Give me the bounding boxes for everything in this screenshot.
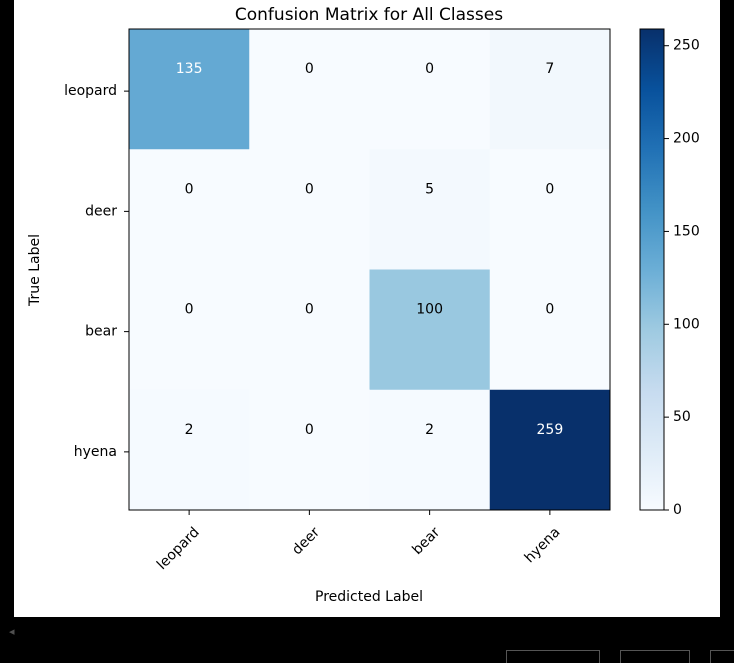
cell-value-label: 259 <box>537 422 564 438</box>
cell-value-label: 2 <box>185 422 194 438</box>
cell-value-label: 0 <box>305 61 314 77</box>
scroll-left-arrow-icon[interactable]: ◂ <box>9 625 15 638</box>
heatmap-cell <box>369 389 491 511</box>
confusion-matrix-chart: Confusion Matrix for All Classes 135 0 0 7 0… <box>27 5 700 605</box>
heatmap-cell <box>249 29 370 150</box>
colorbar-tick-label: 200 <box>673 131 700 147</box>
heatmap-cell <box>489 269 611 391</box>
colorbar-tick-label: 50 <box>673 409 691 425</box>
heatmap-cell <box>249 149 370 270</box>
y-tick-label: hyena <box>74 444 117 460</box>
cell-value-label: 0 <box>185 181 194 197</box>
cell-value-label: 100 <box>416 302 443 318</box>
x-tick-label: deer <box>289 524 323 558</box>
colorbar-tick-label: 100 <box>673 316 700 332</box>
plot-frame <box>128 28 611 511</box>
heatmap-cell <box>129 29 250 150</box>
y-axis-label: True Label <box>27 234 43 307</box>
x-tick-label: bear <box>409 524 443 558</box>
heatmap-cell <box>489 29 611 150</box>
heatmap-cell <box>129 149 250 270</box>
heatmap-cell <box>129 269 250 391</box>
y-tick-label: bear <box>85 324 117 340</box>
heatmap-cell <box>369 149 491 270</box>
y-tick-label: deer <box>85 203 117 219</box>
cell-value-label: 0 <box>425 61 434 77</box>
heatmap-cell <box>489 389 611 511</box>
cell-value-label: 135 <box>176 61 203 77</box>
colorbar-tick-label: 150 <box>673 223 700 239</box>
cell-value-label: 2 <box>425 422 434 438</box>
heatmap-cell <box>129 389 250 511</box>
heatmap-cell <box>249 389 370 511</box>
colorbar-ticks: 0 50 100 150 200 250 <box>664 38 700 518</box>
heatmap-cell <box>249 269 370 391</box>
cell-value-labels: 135 0 0 7 0 0 5 0 0 0 100 0 2 0 2 259 <box>176 61 563 438</box>
cell-value-label: 0 <box>185 302 194 318</box>
x-tick-label: hyena <box>522 524 564 566</box>
y-axis-ticks: leopard deer bear hyena <box>64 83 129 460</box>
colorbar-tick-label: 0 <box>673 502 682 518</box>
cell-value-label: 7 <box>545 61 554 77</box>
cell-value-label: 0 <box>305 302 314 318</box>
heatmap-cell <box>369 29 491 150</box>
bottom-toolbar: ◂ <box>0 617 734 663</box>
colorbar-gradient <box>639 28 665 511</box>
colorbar-tick-label: 250 <box>673 38 700 54</box>
x-axis-label: Predicted Label <box>315 589 423 605</box>
cell-value-label: 0 <box>305 422 314 438</box>
figure-panel: Confusion Matrix for All Classes 135 0 0 7 0… <box>14 0 720 617</box>
cell-value-label: 0 <box>305 181 314 197</box>
x-axis-ticks: leopard deer bear hyena <box>154 510 563 573</box>
heatmap-cell <box>489 149 611 270</box>
heatmap-cell <box>369 269 491 391</box>
cell-value-label: 5 <box>425 181 434 197</box>
y-tick-label: leopard <box>64 83 117 99</box>
x-tick-label: leopard <box>154 524 203 573</box>
chart-title: Confusion Matrix for All Classes <box>235 5 503 25</box>
cell-value-label: 0 <box>545 181 554 197</box>
cell-value-label: 0 <box>545 302 554 318</box>
heatmap-cells <box>129 29 611 511</box>
